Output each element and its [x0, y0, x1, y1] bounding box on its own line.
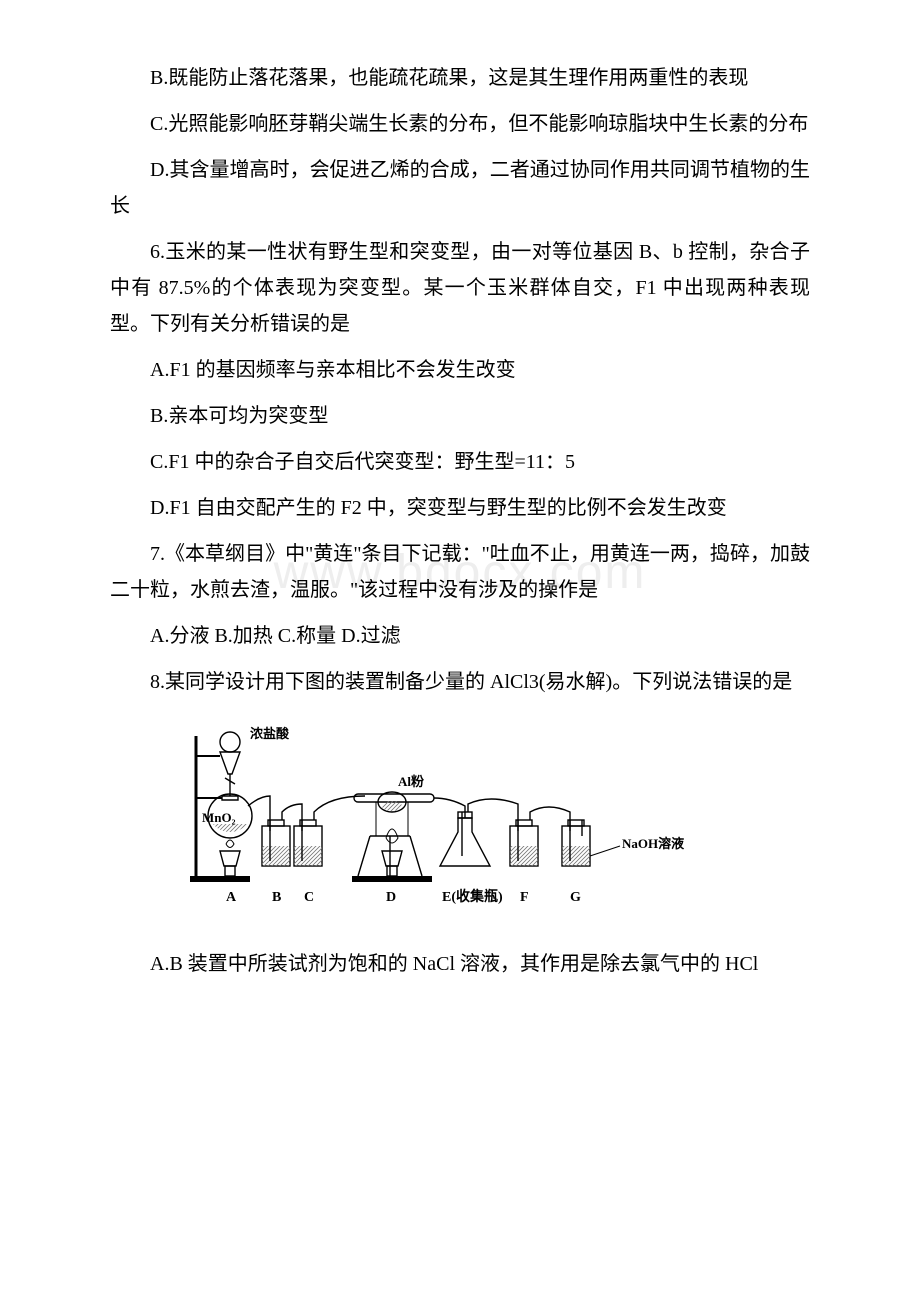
option-5c: C.光照能影响胚芽鞘尖端生长素的分布，但不能影响琼脂块中生长素的分布: [110, 106, 810, 142]
option-5d: D.其含量增高时，会促进乙烯的合成，二者通过协同作用共同调节植物的生长: [110, 152, 810, 224]
option-6d: D.F1 自由交配产生的 F2 中，突变型与野生型的比例不会发生改变: [110, 490, 810, 526]
label-a: A: [226, 890, 237, 905]
option-8a: A.B 装置中所装试剂为饱和的 NaCl 溶液，其作用是除去氯气中的 HCl: [110, 946, 810, 982]
question-7: 7.《本草纲目》中"黄连"条目下记载："吐血不止，用黄连一两，捣碎，加鼓二十粒，…: [110, 536, 810, 608]
label-f: F: [520, 890, 529, 905]
label-g: G: [570, 890, 581, 905]
option-6a: A.F1 的基因频率与亲本相比不会发生改变: [110, 352, 810, 388]
options-7: A.分液 B.加热 C.称量 D.过滤: [110, 618, 810, 654]
label-e: E(收集瓶): [442, 888, 503, 905]
label-naoh: NaOH溶液: [622, 836, 684, 851]
label-hcl: 浓盐酸: [250, 726, 290, 741]
label-d: D: [386, 890, 396, 905]
question-8: 8.某同学设计用下图的装置制备少量的 AlCl3(易水解)。下列说法错误的是: [110, 664, 810, 700]
label-b: B: [272, 890, 281, 905]
label-mno2: MnO₂: [202, 810, 236, 825]
label-al: Al粉: [398, 774, 424, 789]
apparatus-svg: 浓盐酸 MnO₂ Al粉 NaOH溶液 A B C D E(收集瓶) F G: [170, 716, 750, 926]
option-5b: B.既能防止落花落果，也能疏花疏果，这是其生理作用两重性的表现: [110, 60, 810, 96]
option-6c: C.F1 中的杂合子自交后代突变型：野生型=11：5: [110, 444, 810, 480]
question-6: 6.玉米的某一性状有野生型和突变型，由一对等位基因 B、b 控制，杂合子中有 8…: [110, 234, 810, 342]
option-6b: B.亲本可均为突变型: [110, 398, 810, 434]
document-body: B.既能防止落花落果，也能疏花疏果，这是其生理作用两重性的表现 C.光照能影响胚…: [110, 60, 810, 982]
label-c: C: [304, 890, 314, 905]
chemistry-apparatus-figure: 浓盐酸 MnO₂ Al粉 NaOH溶液 A B C D E(收集瓶) F G: [110, 716, 810, 938]
